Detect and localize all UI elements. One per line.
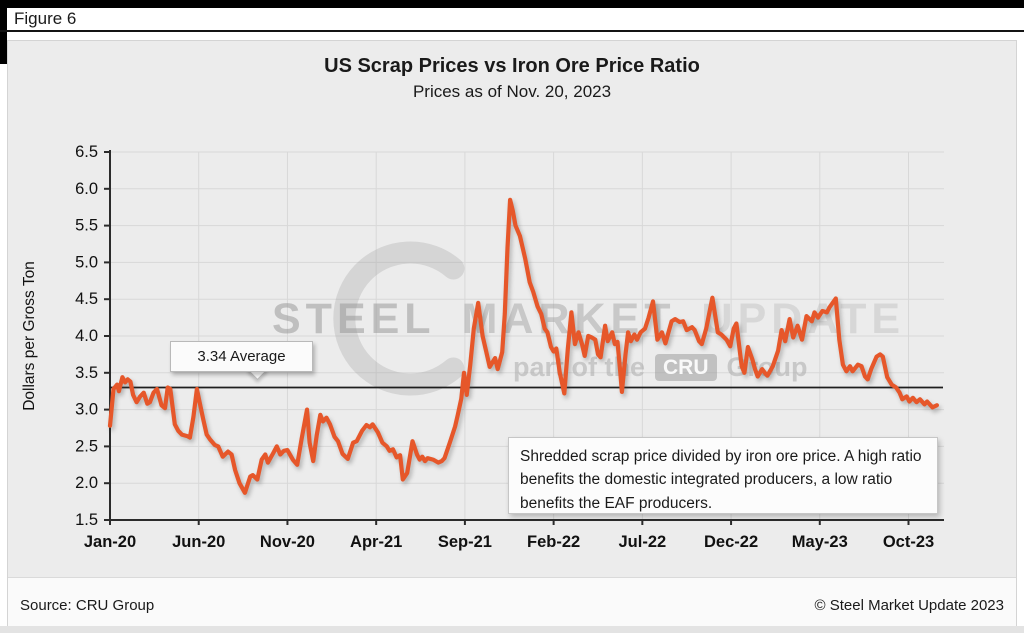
header-divider	[0, 30, 1024, 32]
source-credit: Source: CRU Group	[20, 597, 154, 614]
window-left-edge	[0, 0, 7, 64]
annotation-note: Shredded scrap price divided by iron ore…	[508, 437, 938, 514]
window-top-bar	[0, 0, 1024, 8]
chart-series	[0, 0, 1024, 633]
copyright-notice: © Steel Market Update 2023	[815, 597, 1005, 614]
figure-label: Figure 6	[14, 9, 76, 29]
average-callout: 3.34 Average	[170, 341, 313, 372]
bottom-band	[0, 626, 1024, 633]
